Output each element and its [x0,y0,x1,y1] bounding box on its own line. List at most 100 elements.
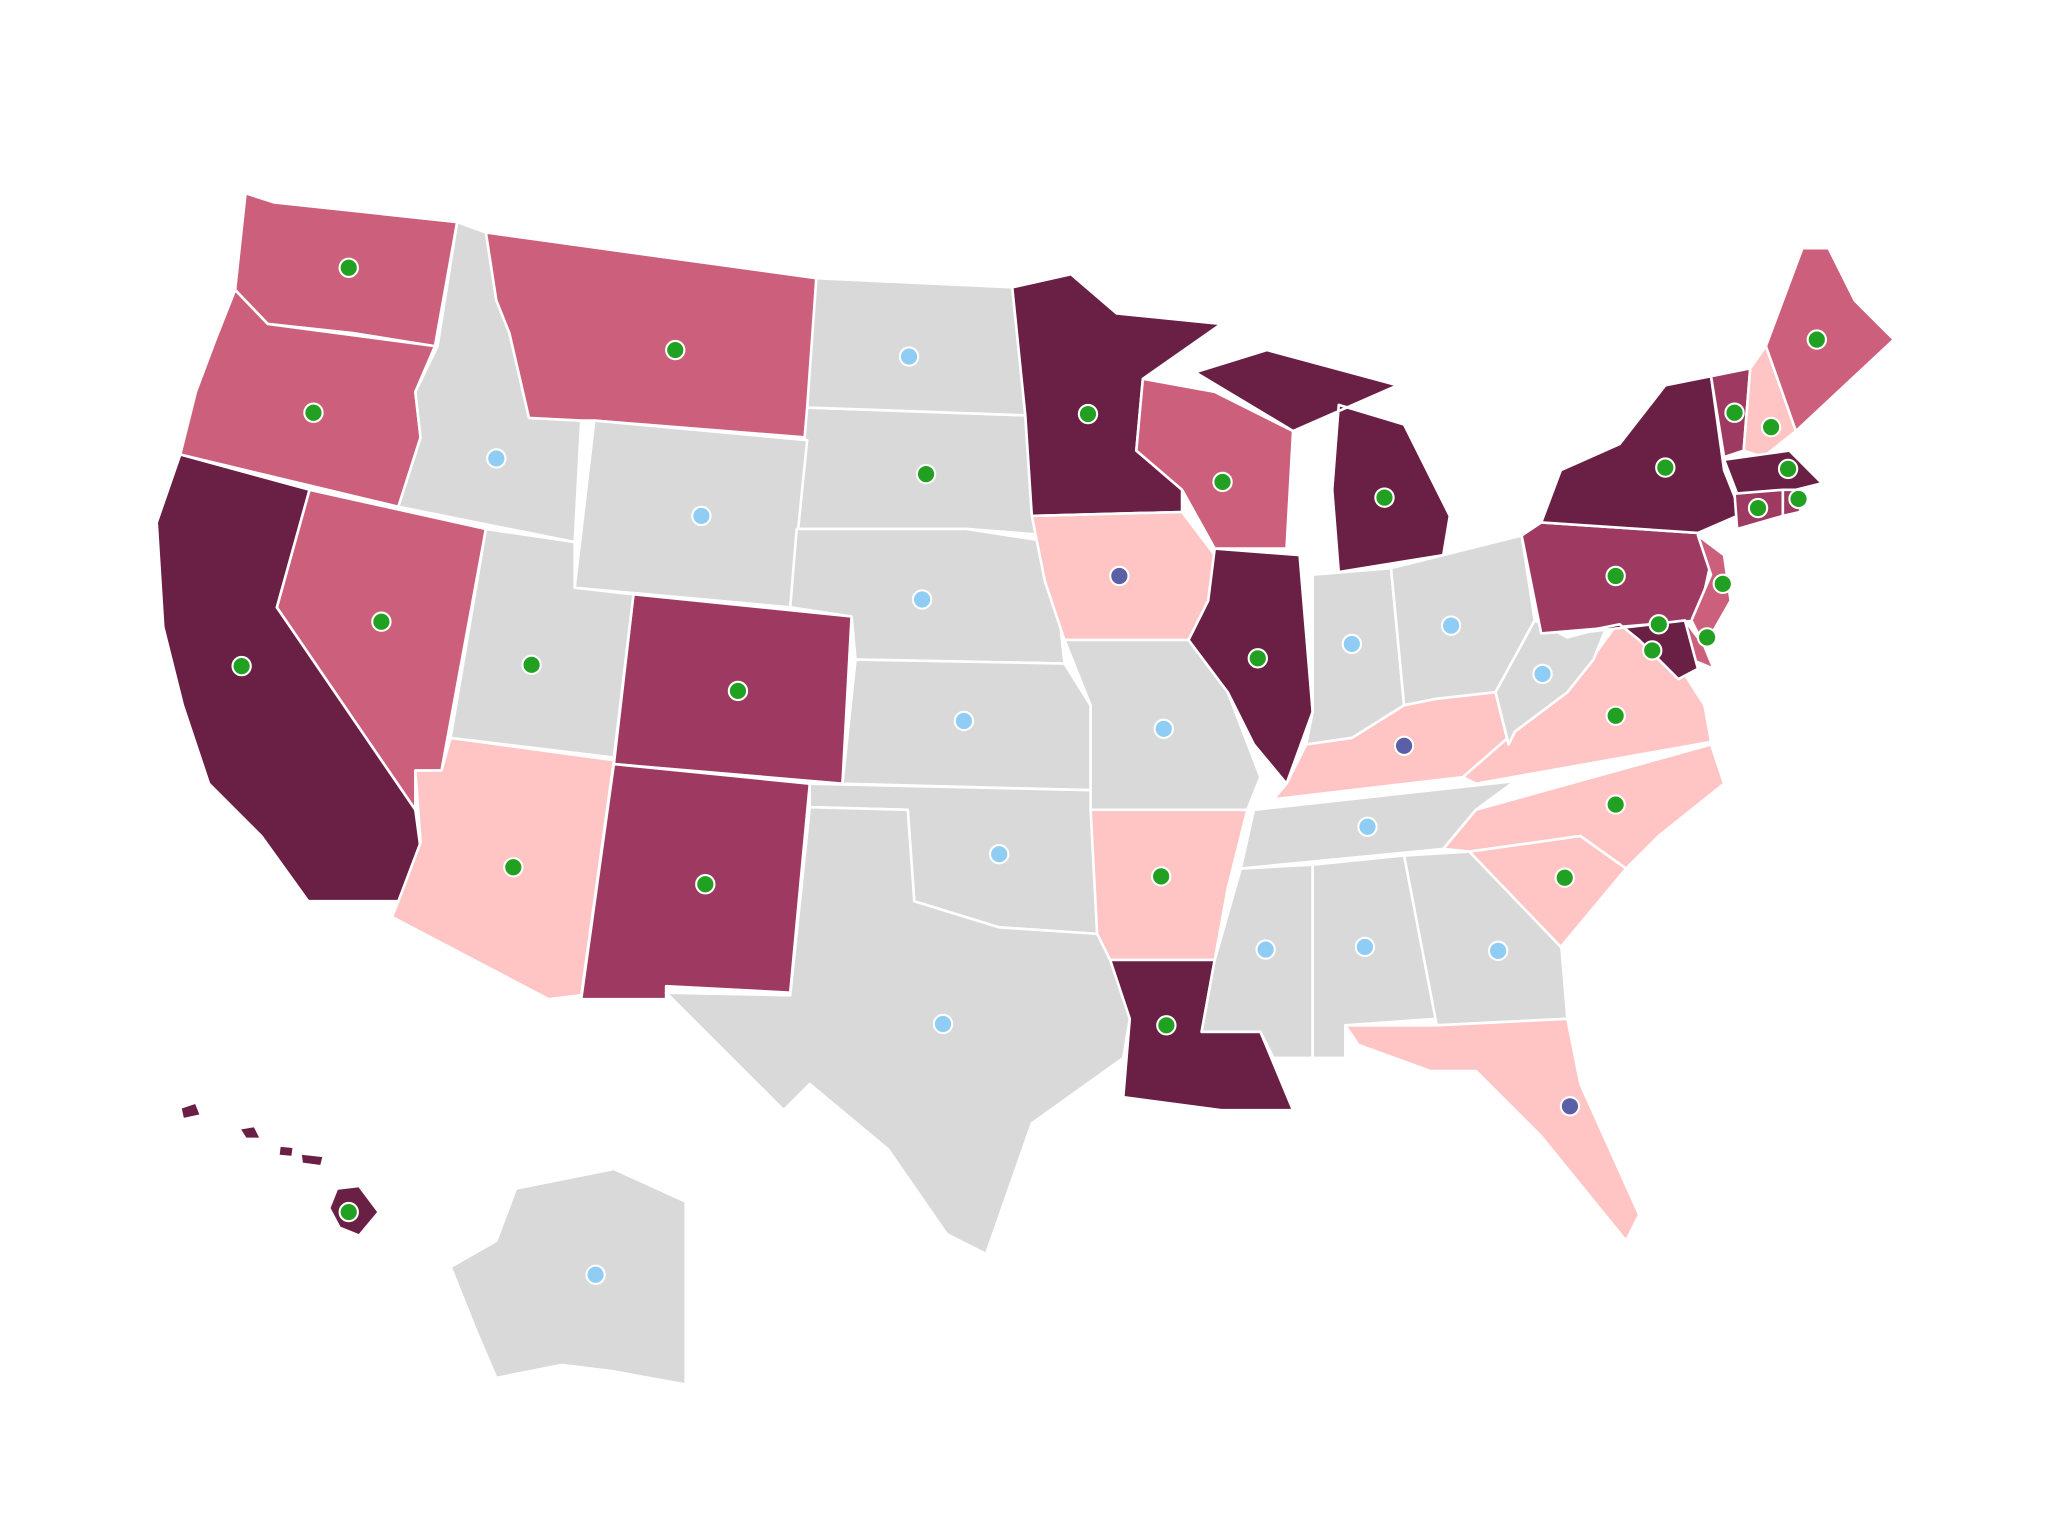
state [579,762,812,1001]
state-marker [1655,457,1676,478]
state [1539,374,1804,535]
state-marker [1554,867,1575,888]
state-marker [585,1264,606,1285]
state [1742,344,1798,459]
state-marker [1109,565,1130,587]
state-marker [338,1201,359,1223]
state [1572,619,1700,681]
state-marker [503,857,524,878]
state-marker [1374,487,1395,508]
state-marker [1077,403,1099,425]
state-marker [953,710,975,732]
state-marker [1440,615,1462,636]
state-shape [1572,619,1700,681]
state-marker [932,1013,954,1035]
state [1764,246,1896,433]
state-marker [915,463,937,485]
state [390,736,616,1001]
state [1272,690,1510,801]
state-marker [1760,416,1782,438]
state [788,527,1066,665]
state [805,276,1027,417]
state-marker [665,339,686,361]
state-marker [486,448,507,469]
state-marker [1559,1096,1581,1117]
state-shape [1764,246,1896,433]
state-shape [449,527,635,759]
state-marker [1648,614,1669,635]
state [1344,1017,1641,1243]
state-shape [1187,547,1314,785]
state-marker [338,257,359,278]
state [573,419,809,609]
state-shape [1441,743,1726,870]
state-shape [449,1167,688,1386]
state [1135,377,1295,550]
state-marker [1806,329,1828,350]
state [449,1167,688,1386]
state-marker [1777,458,1799,480]
state-marker [1150,866,1172,887]
state [1781,488,1809,518]
state-shape [1344,1017,1641,1243]
state-marker [695,874,716,895]
state-marker [1156,1015,1177,1036]
state-marker [1357,816,1378,837]
state-marker [1487,940,1509,962]
state [841,658,1092,792]
state [612,592,853,785]
state [1733,488,1785,531]
state-marker [1354,936,1376,958]
state-marker [1247,648,1268,669]
state-shape [1402,850,1569,1027]
state-shape [1272,690,1510,801]
state [1441,743,1726,870]
state-marker [1255,939,1276,960]
state-shape [484,231,818,439]
state-marker [1341,633,1363,655]
state-shape [1722,449,1824,496]
state-marker [1393,735,1415,756]
state [664,805,1132,1256]
state-marker [1642,640,1663,661]
state [484,231,818,439]
state-marker [898,346,920,367]
state-marker [691,505,712,527]
state-shape [390,736,616,1001]
state-marker [1212,471,1233,493]
state-marker [303,402,324,423]
state-marker [231,655,252,677]
state-marker [1696,627,1718,648]
state [1494,619,1608,746]
state [1030,510,1216,642]
state-marker [1788,488,1809,510]
state-shape [805,276,1027,417]
state-marker [1532,663,1553,685]
state-marker [1712,573,1733,595]
state [449,527,635,759]
state-marker [1605,705,1626,726]
state-marker [371,611,392,632]
state-marker [1153,718,1174,740]
state-marker [1747,497,1769,519]
state-shape [664,805,1132,1256]
state-shape [573,419,809,609]
state [1520,521,1713,635]
state [1187,547,1314,785]
state-marker [521,654,542,676]
state-shape [1742,344,1798,459]
state-marker [727,680,749,702]
state [1402,850,1569,1027]
state [1722,449,1824,496]
state-shape [1539,374,1804,535]
state-marker [1724,402,1745,423]
state-shape [1135,377,1295,550]
state-marker [1605,565,1626,587]
state [795,406,1053,537]
state [178,1101,381,1237]
state [1648,614,1669,635]
state-marker [988,844,1010,865]
state-shape [178,1101,381,1237]
